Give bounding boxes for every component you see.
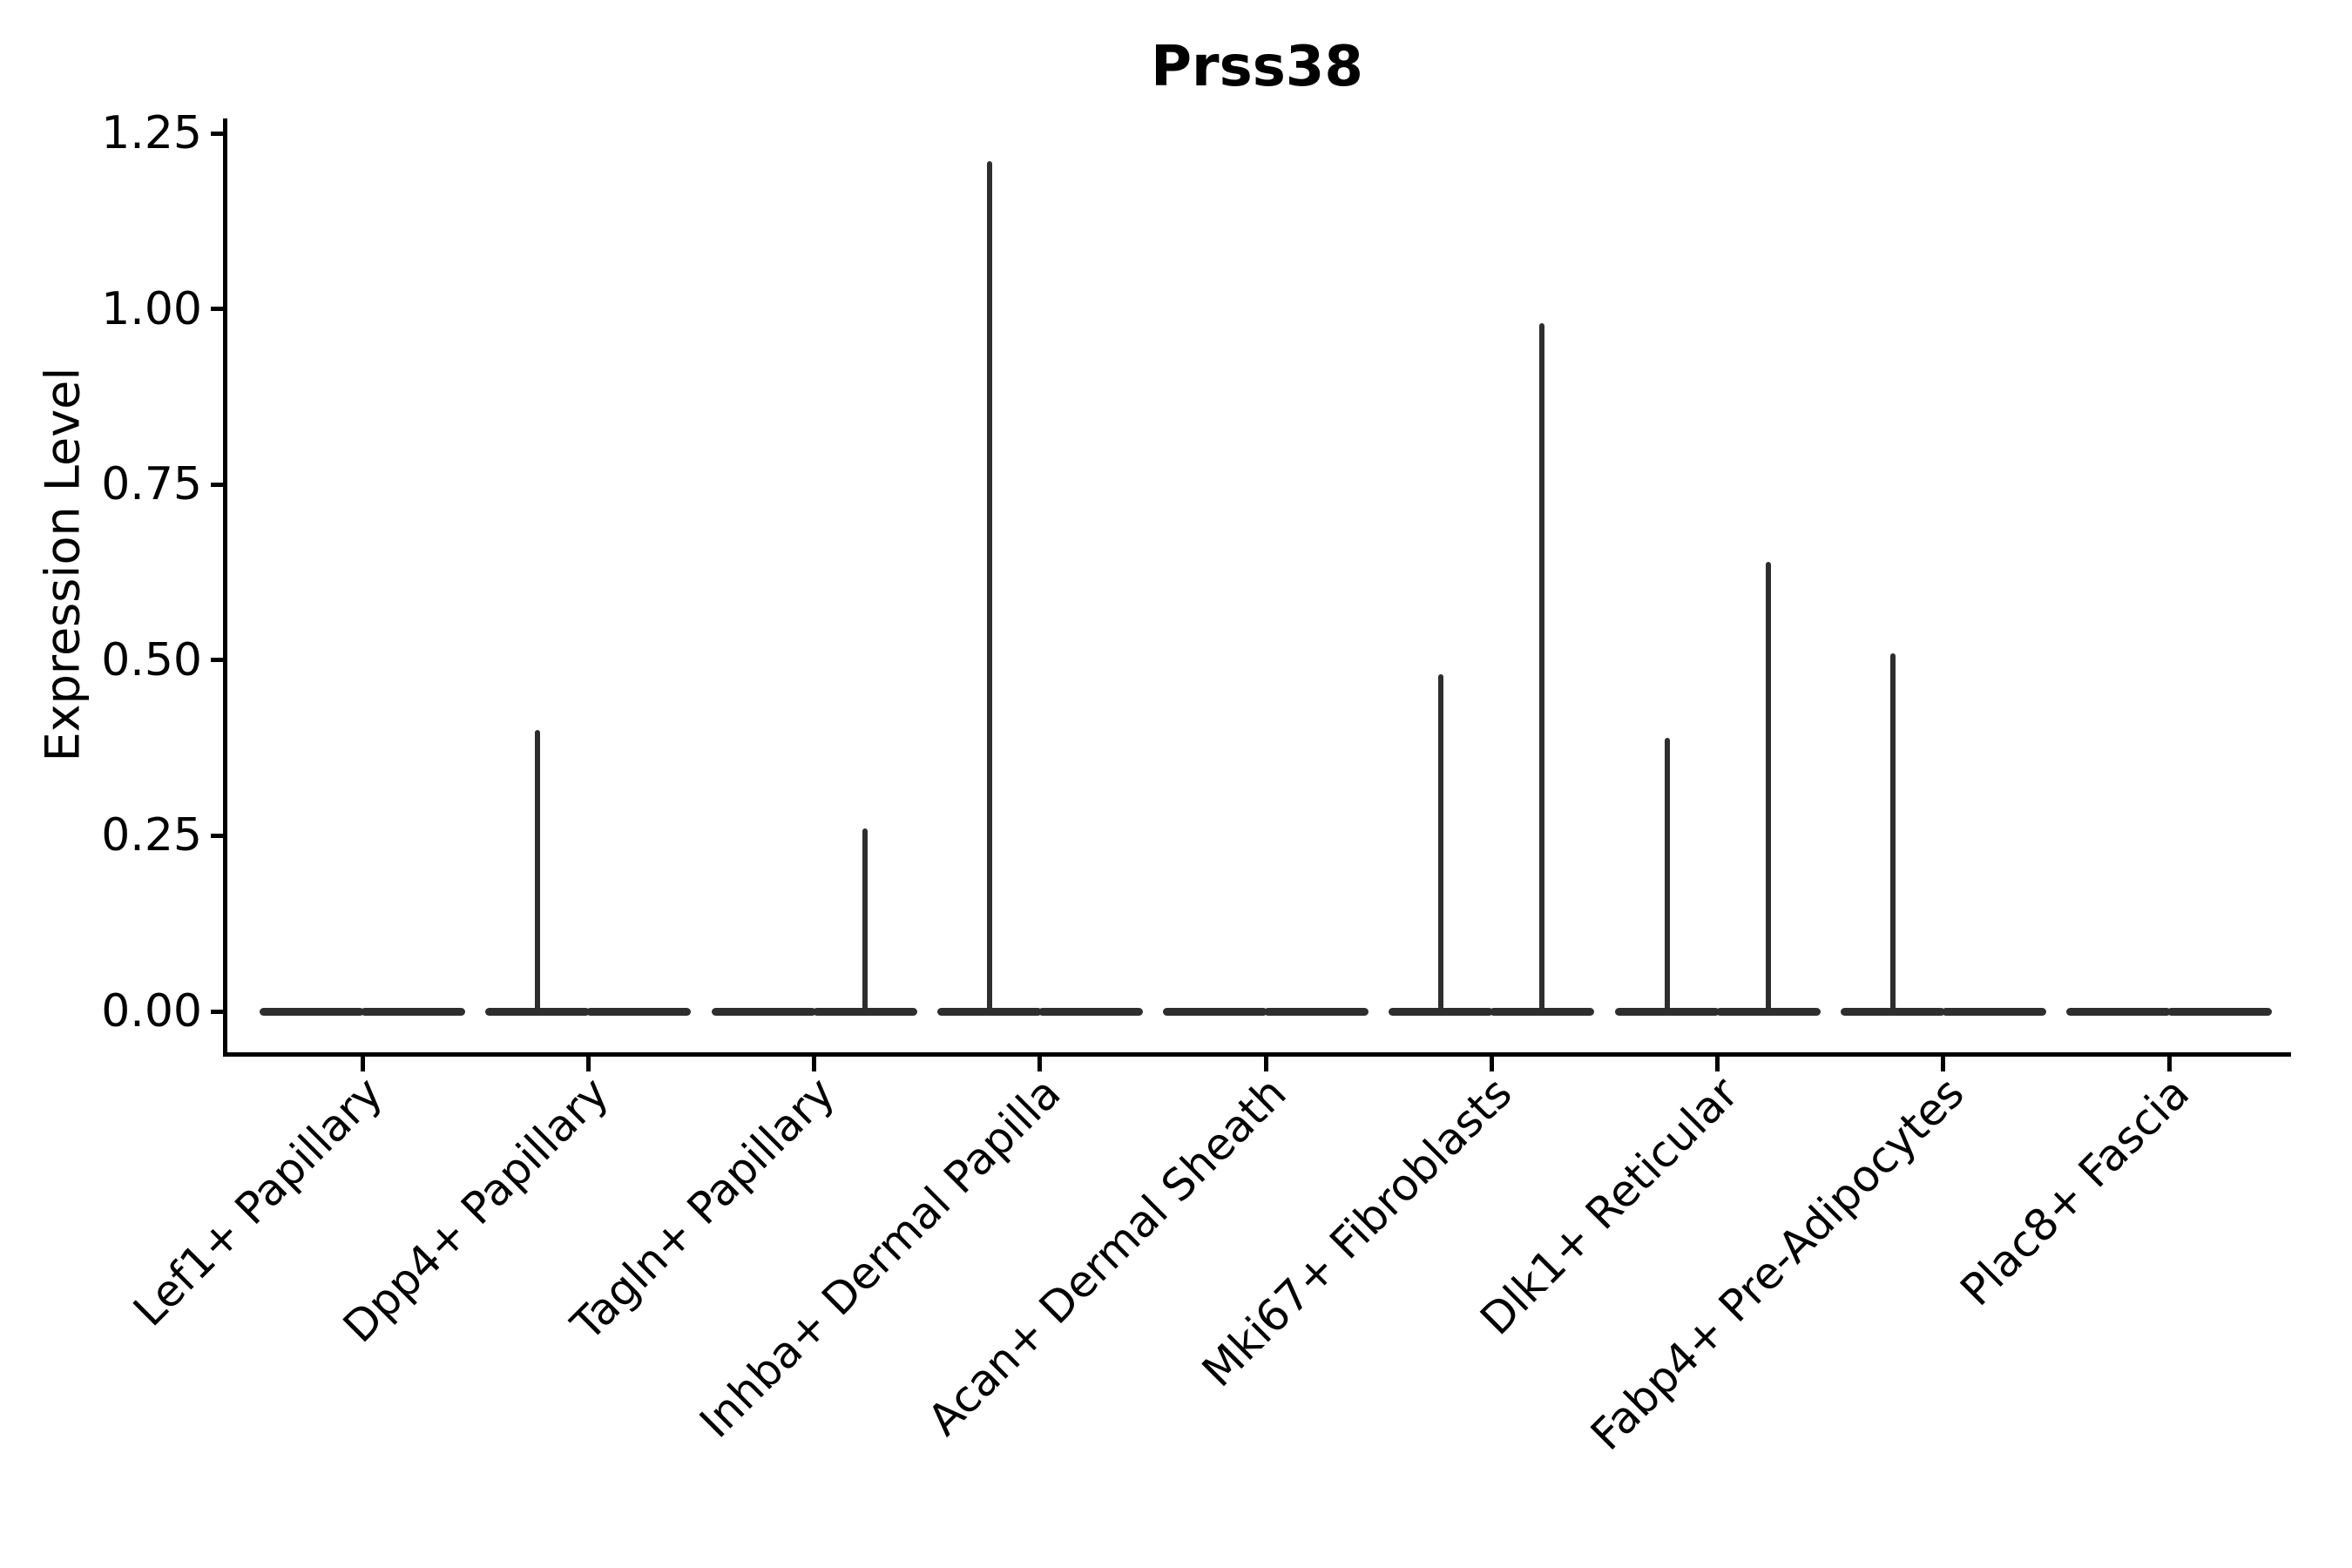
y-axis-tick-label: 0.75 <box>101 458 202 511</box>
x-axis-tick-label: Plac8+ Fascia <box>1950 1067 2200 1316</box>
violin-base <box>711 1008 816 1016</box>
y-axis-tick-label: 0.50 <box>101 633 202 686</box>
x-axis-line <box>223 1052 2291 1057</box>
violin-base <box>1163 1008 1267 1016</box>
x-axis-tick <box>1489 1057 1494 1071</box>
y-axis-tick <box>211 482 223 487</box>
x-axis-tick <box>1037 1057 1043 1071</box>
violin-base <box>2066 1008 2171 1016</box>
y-axis-tick <box>211 1009 223 1014</box>
violin-base <box>586 1008 692 1016</box>
violin-spike <box>535 730 541 1014</box>
violin-base <box>260 1008 364 1016</box>
violin-spike <box>1765 561 1771 1014</box>
x-axis-tick-label: Lef1+ Papillary <box>124 1067 393 1336</box>
y-axis-tick <box>211 833 223 838</box>
violin-spike <box>1664 737 1670 1014</box>
violin-base <box>1037 1008 1143 1016</box>
y-axis-tick-label: 0.00 <box>101 985 202 1037</box>
y-axis-tick <box>211 307 223 312</box>
x-axis-tick-label: Fabp4+ Pre-Adipocytes <box>1580 1067 1974 1460</box>
violin-spike <box>986 161 992 1014</box>
y-axis-tick-label: 0.25 <box>101 809 202 862</box>
violin-spike <box>1438 673 1444 1014</box>
y-axis-tick-label: 1.25 <box>101 107 202 159</box>
violin-spike <box>1539 322 1545 1014</box>
y-axis-tick <box>211 131 223 136</box>
x-axis-tick <box>1715 1057 1720 1071</box>
x-axis-tick <box>585 1057 591 1071</box>
violin-base <box>2167 1008 2272 1016</box>
chart-title: Prss38 <box>1151 35 1363 99</box>
violin-base <box>1941 1008 2046 1016</box>
x-axis-tick-label: Acan+ Dermal Sheath <box>917 1067 1296 1446</box>
y-axis-tick <box>211 658 223 663</box>
y-axis-label: Expression Level <box>35 367 91 762</box>
x-axis-tick <box>1263 1057 1268 1071</box>
x-axis-tick <box>2166 1057 2172 1071</box>
y-axis-tick-label: 1.00 <box>101 282 202 335</box>
y-axis-line <box>223 118 227 1057</box>
x-axis-tick <box>812 1057 816 1071</box>
violin-base <box>1264 1008 1369 1016</box>
x-axis-tick <box>1941 1057 1946 1071</box>
violin-spike <box>862 828 868 1014</box>
violin-spike <box>1889 652 1896 1014</box>
x-axis-tick-label: Inhba+ Dermal Papilla <box>689 1067 1071 1448</box>
x-axis-tick <box>360 1057 365 1071</box>
violin-base <box>361 1008 465 1016</box>
